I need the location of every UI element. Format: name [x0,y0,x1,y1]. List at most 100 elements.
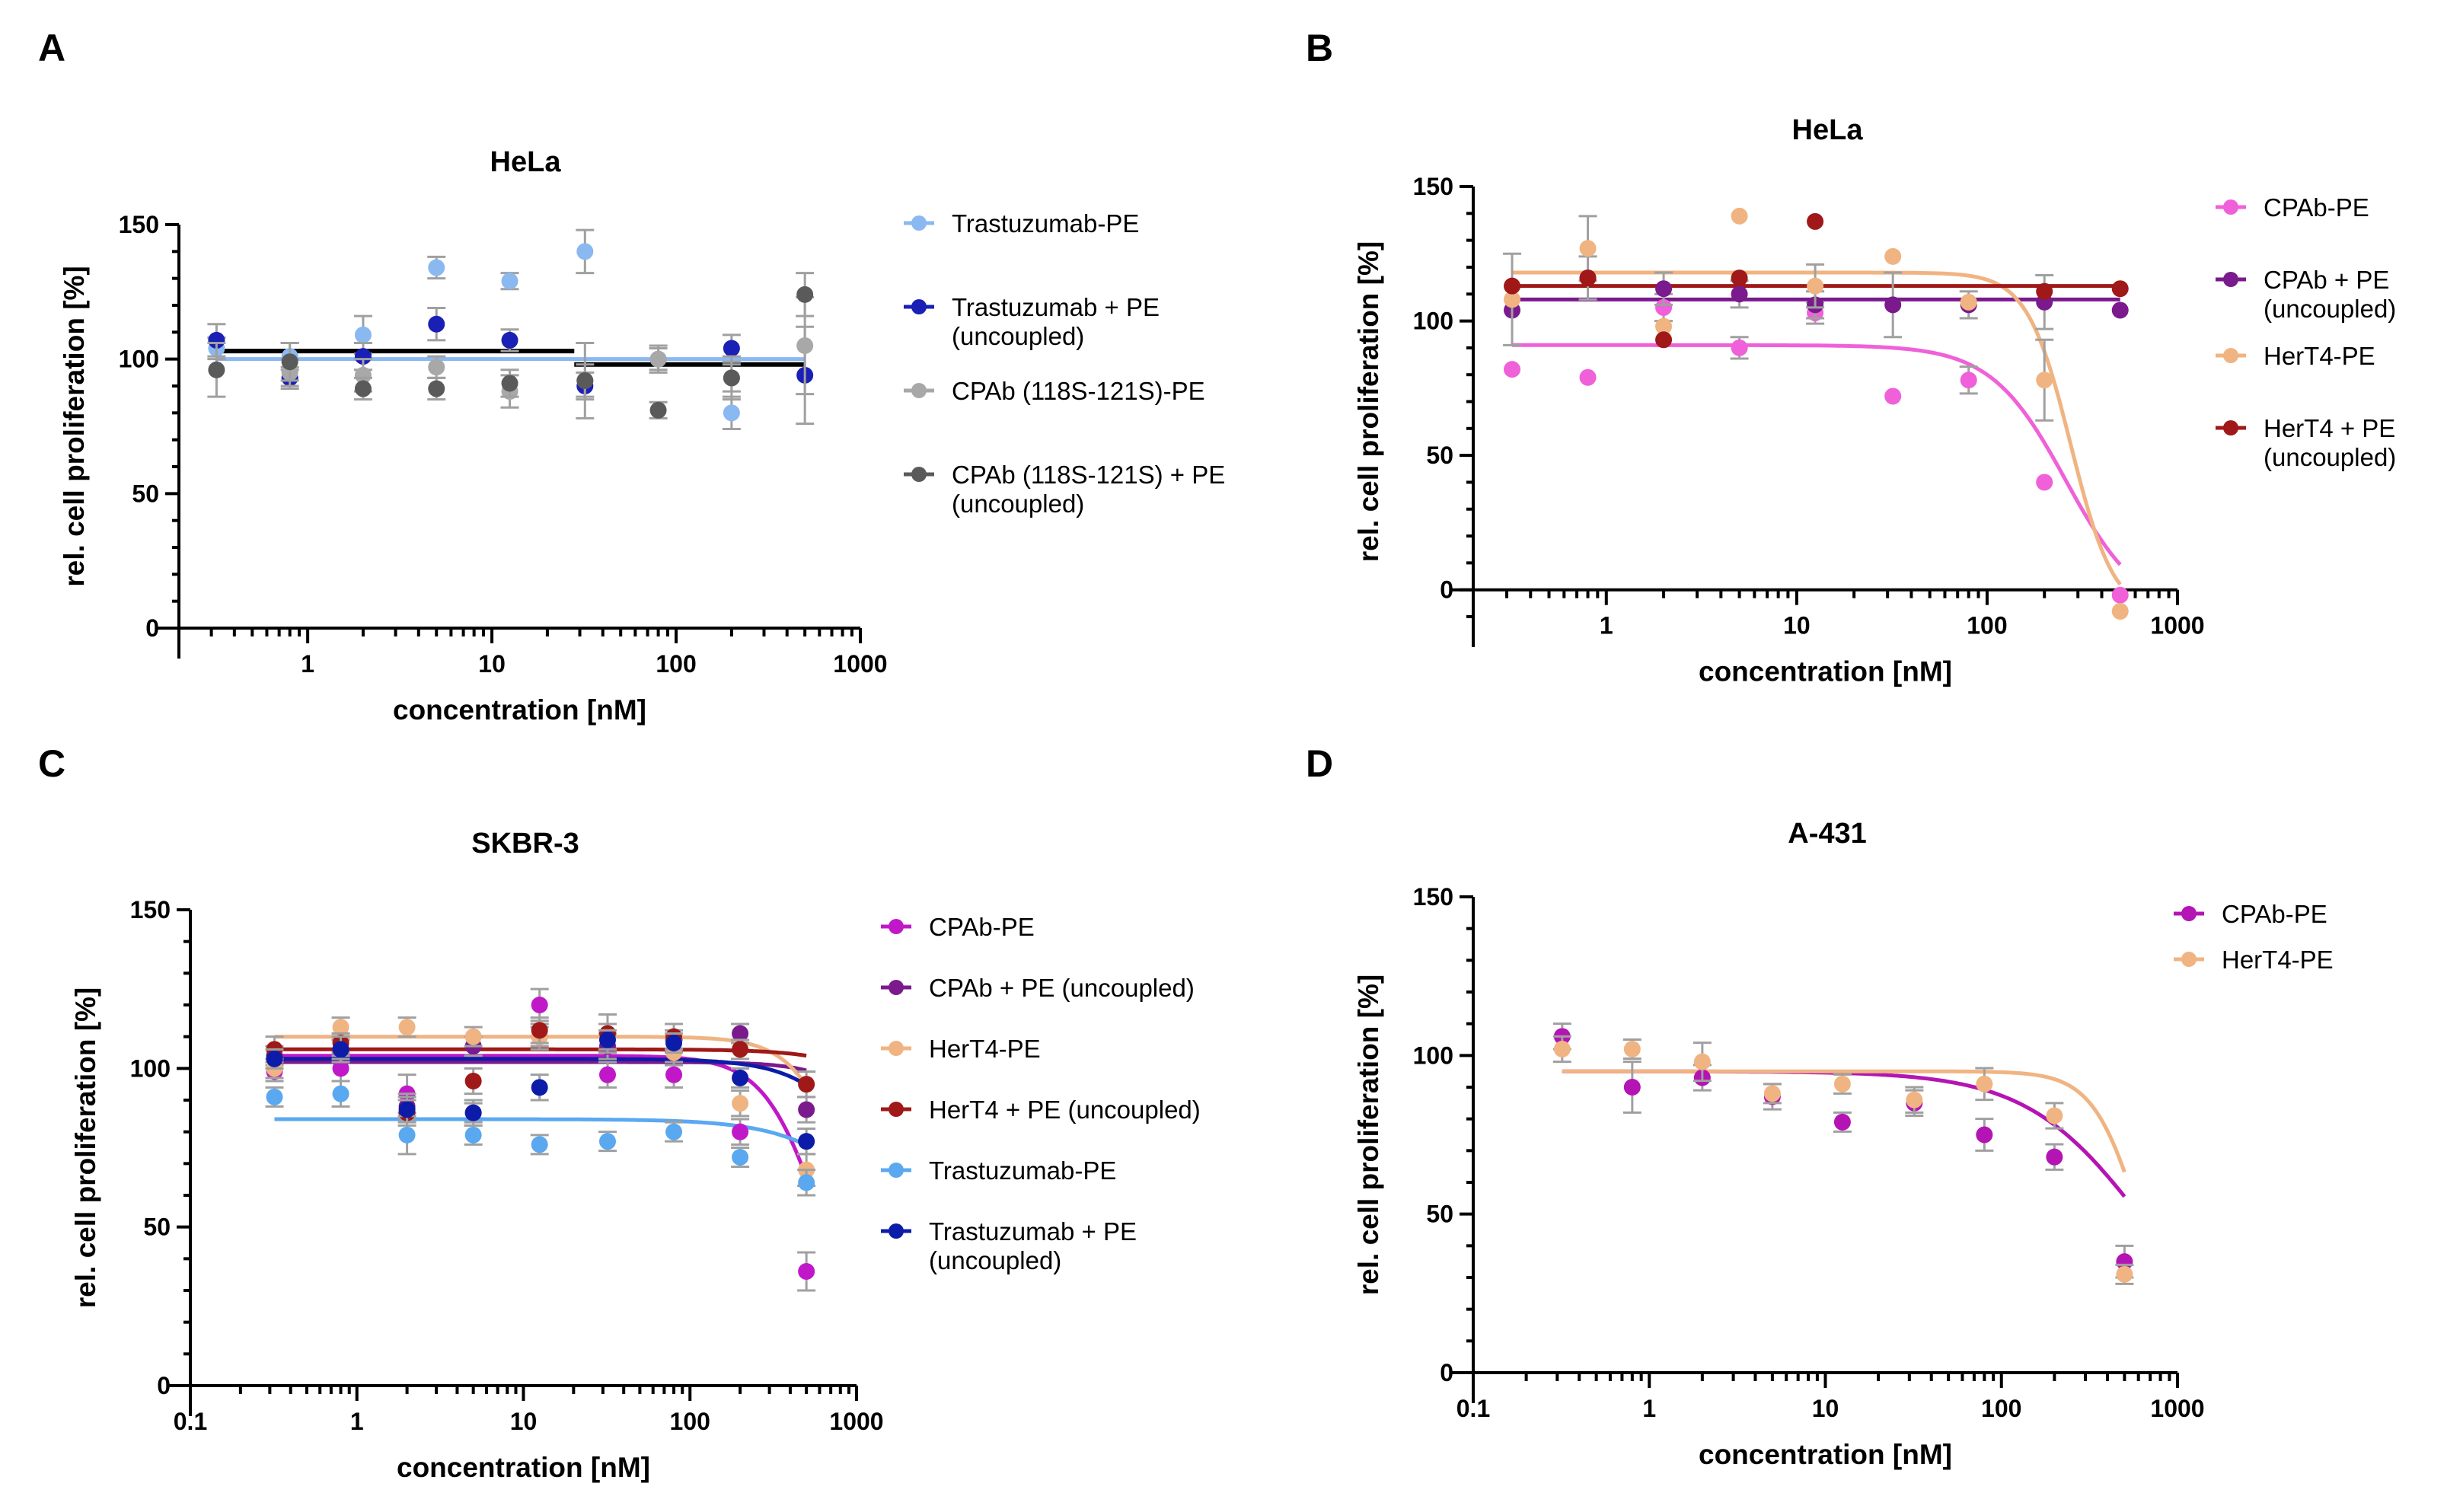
y-tick-label: 50 [1426,442,1453,469]
data-point [599,1133,617,1150]
data-point [1807,212,1824,230]
legend-label: HerT4-PE [2222,946,2334,974]
y-tick-label: 0 [1440,1359,1453,1386]
data-point [1731,285,1748,303]
data-point [2111,280,2129,298]
x-tick-label: 10 [510,1408,538,1435]
data-point [332,1041,349,1058]
legend-label: CPAb + PE (uncoupled) [929,974,1195,1002]
y-axis-label: rel. cell proliferation [%] [70,987,101,1308]
data-point [798,1076,815,1093]
data-point [1655,317,1673,335]
legend-label: Trastuzumab-PE [929,1156,1116,1185]
data-point [2036,474,2053,491]
data-point [1579,368,1597,386]
data-point [464,1104,482,1121]
data-point [464,1073,482,1089]
x-tick-label: 1 [350,1408,364,1435]
data-point [531,1079,548,1096]
data-point [2036,372,2053,389]
legend-marker [2181,906,2197,921]
data-point [599,1031,617,1048]
data-point [796,337,814,354]
data-point [1655,331,1673,349]
legend: CPAb-PE HerT4-PE [2174,900,2334,974]
panel-letter: C [38,742,65,785]
legend-label: HerT4-PE [929,1035,1041,1063]
data-point [1655,280,1673,298]
data-point [281,353,298,371]
fit-curve [1562,1069,2126,1173]
data-point [665,1035,683,1051]
y-tick-label: 100 [130,1054,171,1082]
legend-item: CPAb-PE [2216,193,2369,222]
data-point [1504,361,1521,378]
legend-label: HerT4 + PE (uncoupled) [2264,414,2396,471]
data-point [1833,1075,1851,1093]
data-point [266,1050,283,1067]
x-tick-label: 1000 [833,650,887,678]
legend-label: CPAb-PE [2222,900,2327,928]
legend-marker [2223,420,2238,435]
chart-title: HeLa [490,146,562,178]
x-axis-label: concentration [nM] [1699,656,1952,687]
legend-item: CPAb + PE (uncoupled) [881,974,1195,1002]
y-tick-label: 100 [1413,1041,1453,1069]
legend-item: CPAb (118S-121S)-PE [904,377,1205,405]
data-point [732,1123,749,1140]
legend-marker [889,1163,904,1178]
x-tick-label: 100 [670,1408,710,1435]
fit-curve [274,1117,808,1147]
data-point [332,1060,349,1077]
data-point [398,1126,416,1144]
legend-marker [2223,199,2238,215]
x-tick-label: 1000 [2150,1395,2204,1422]
legend-item: CPAb (118S-121S) + PE (uncoupled) [904,461,1225,518]
fit-curve [1512,343,2122,566]
data-point [332,1019,349,1036]
y-tick-label: 50 [1426,1201,1453,1228]
data-point [798,1174,815,1191]
data-point [665,1066,683,1083]
data-point [732,1069,749,1086]
x-tick-label: 100 [1981,1395,2021,1422]
y-tick-label: 150 [1413,173,1453,200]
data-point [2046,1148,2063,1166]
data-point [2111,301,2129,319]
data-point [1731,270,1748,287]
panel-letter: A [38,27,65,69]
y-tick-label: 100 [1413,308,1453,335]
data-point [1884,388,1902,405]
x-tick-label: 1 [301,650,314,678]
fit-curve [274,1057,808,1087]
panel-B: B HeLa 0 50 100 150 1 10 100 1000 concentration [n… [1306,27,2396,687]
data-point [1884,247,1902,265]
legend-item: HerT4 + PE (uncoupled) [2216,414,2396,471]
data-points [265,987,816,1292]
data-points [207,228,815,431]
data-point [576,372,594,389]
x-tick-label: 1 [1642,1395,1656,1422]
y-axis-label: rel. cell proliferation [%] [59,266,90,586]
legend: CPAb-PE CPAb + PE (uncoupled) HerT4-PE HerT4… [2216,193,2396,471]
legend-item: CPAb-PE [2174,900,2327,928]
data-point [332,1085,349,1102]
data-point [796,285,814,303]
data-point [354,366,372,384]
data-point [464,1028,482,1045]
x-tick-label: 10 [478,650,506,678]
data-point [1579,270,1597,287]
chart-title: HeLa [1792,114,1864,146]
data-point [723,404,740,422]
legend-label: HerT4-PE [2264,342,2375,370]
y-tick-label: 150 [130,896,171,923]
data-point [428,259,445,276]
chart-title: SKBR-3 [471,828,579,860]
y-tick-label: 50 [143,1214,171,1241]
legend-item: CPAb + PE (uncoupled) [2216,266,2396,323]
data-point [732,1041,749,1058]
data-point [208,361,225,378]
data-point [1807,277,1824,295]
data-point [2036,282,2053,300]
